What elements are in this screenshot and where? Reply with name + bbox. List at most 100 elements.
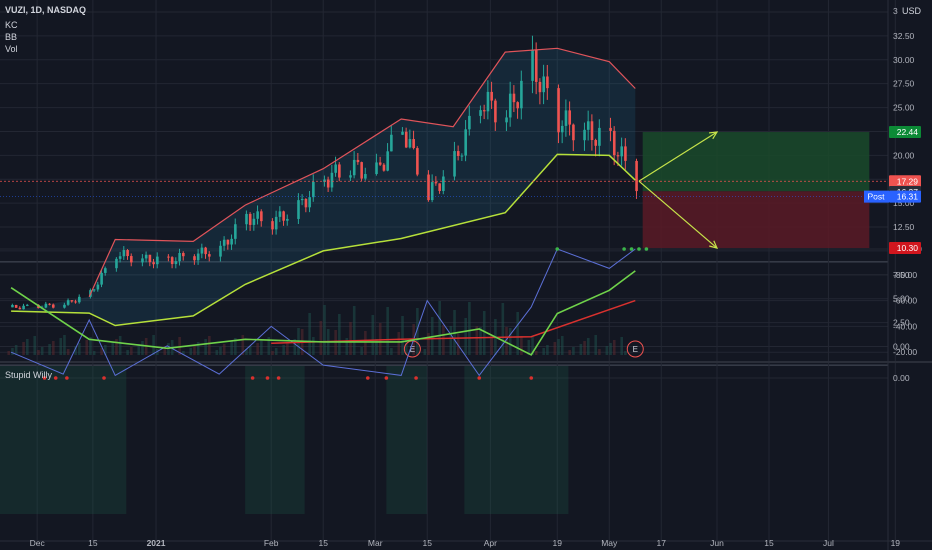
price-axis-label: 27.50 (893, 79, 915, 89)
candle-body (620, 146, 624, 157)
volume-bar (553, 342, 557, 355)
price-axis-label: 32.50 (893, 31, 915, 41)
candle-body (248, 213, 252, 225)
volume-bar (560, 336, 564, 355)
volume-bar (468, 302, 471, 355)
projection-up-arrow (638, 131, 718, 182)
candle-body (442, 176, 445, 191)
candle-body (390, 134, 393, 152)
volume-bar (345, 338, 349, 355)
time-axis-label: Jun (710, 538, 724, 548)
last-price-tag (889, 175, 921, 188)
candle-body (170, 257, 174, 265)
volume-bar (14, 345, 18, 355)
volume-bar (594, 335, 597, 355)
candle-body (546, 76, 549, 89)
time-axis-label: 19 (891, 538, 901, 548)
osc-highlight-column (0, 366, 127, 514)
volume-bar (475, 326, 479, 355)
candle-body (460, 155, 464, 157)
stop-tag-value: 10.30 (897, 243, 919, 253)
candle-body (598, 127, 601, 146)
time-axis-label: Dec (30, 538, 46, 548)
volume-bar (189, 348, 193, 355)
candle-body (624, 146, 627, 161)
candle-body (245, 213, 248, 225)
volume-bar (40, 347, 44, 355)
candle-body (479, 110, 482, 116)
volume-bar (404, 340, 408, 355)
volume-bar (137, 344, 141, 355)
earnings-label: E (410, 345, 415, 354)
bollinger-lower-line (11, 153, 636, 327)
osc-overbought-dot (384, 376, 389, 380)
candle-body (494, 100, 497, 123)
candle-body (564, 110, 568, 126)
volume-bar (156, 349, 159, 355)
volume-bar (534, 351, 538, 355)
candle-body (26, 304, 29, 306)
volume-bar (401, 316, 404, 355)
osc-axis-label: -40.00 (893, 321, 917, 331)
target-tag (889, 126, 921, 139)
volume-bar (438, 301, 441, 355)
candle-body (352, 159, 356, 176)
price-axis-label: 2.50 (893, 318, 910, 328)
candle-body (52, 304, 55, 308)
candle-body (531, 49, 534, 81)
volume-bar (163, 346, 167, 355)
candle-body (22, 305, 25, 310)
candle-body (92, 289, 96, 291)
volume-bar (397, 332, 401, 355)
volume-bar (22, 342, 25, 355)
candle-body (234, 224, 237, 239)
volume-bar (490, 335, 493, 355)
post-price-tag-value: 16.31 (897, 192, 919, 202)
osc-overbought-dot (250, 376, 255, 380)
volume-bar (386, 307, 389, 355)
candle-body (141, 258, 144, 263)
candle-body (412, 139, 415, 149)
candle-body (557, 88, 560, 133)
candle-body (323, 179, 326, 182)
volume-bar (59, 338, 63, 355)
volume-bar (78, 343, 81, 355)
volume-bar (449, 326, 453, 355)
candle-body (408, 139, 412, 148)
candle-body (152, 262, 155, 265)
time-axis-label: Feb (264, 538, 279, 548)
candle-body (427, 174, 430, 201)
candle-body (616, 155, 620, 157)
volume-bar (193, 345, 196, 355)
osc-overbought-dot (414, 376, 418, 380)
volume-bar (11, 348, 14, 355)
last-price-tag-value: 17.29 (897, 176, 919, 186)
candle-body (586, 121, 590, 130)
volume-bar (371, 315, 375, 355)
band-fills (11, 48, 636, 326)
volume-bar (612, 340, 616, 355)
osc-overbought-dot (529, 376, 534, 380)
candle-body (156, 256, 159, 265)
osc-oversold-dot (555, 247, 560, 251)
volume-bar (568, 350, 571, 355)
volume-bar (323, 305, 326, 355)
candle-body (505, 117, 508, 123)
volume-bar (527, 340, 531, 355)
candle-body (304, 198, 308, 208)
candle-body (282, 211, 285, 221)
volume-bar (583, 341, 586, 355)
volume-bar (267, 337, 271, 355)
volume-bar (100, 348, 103, 355)
volume-bar (66, 349, 70, 355)
candle-body (96, 284, 100, 290)
volume-bar (360, 347, 363, 355)
osc-slow-line (10, 270, 636, 356)
price-axis-label: 20.00 (893, 150, 915, 160)
volume-bar (48, 344, 51, 355)
candle-body (456, 151, 460, 156)
volume-bar (286, 342, 289, 355)
candle-body (453, 151, 456, 177)
